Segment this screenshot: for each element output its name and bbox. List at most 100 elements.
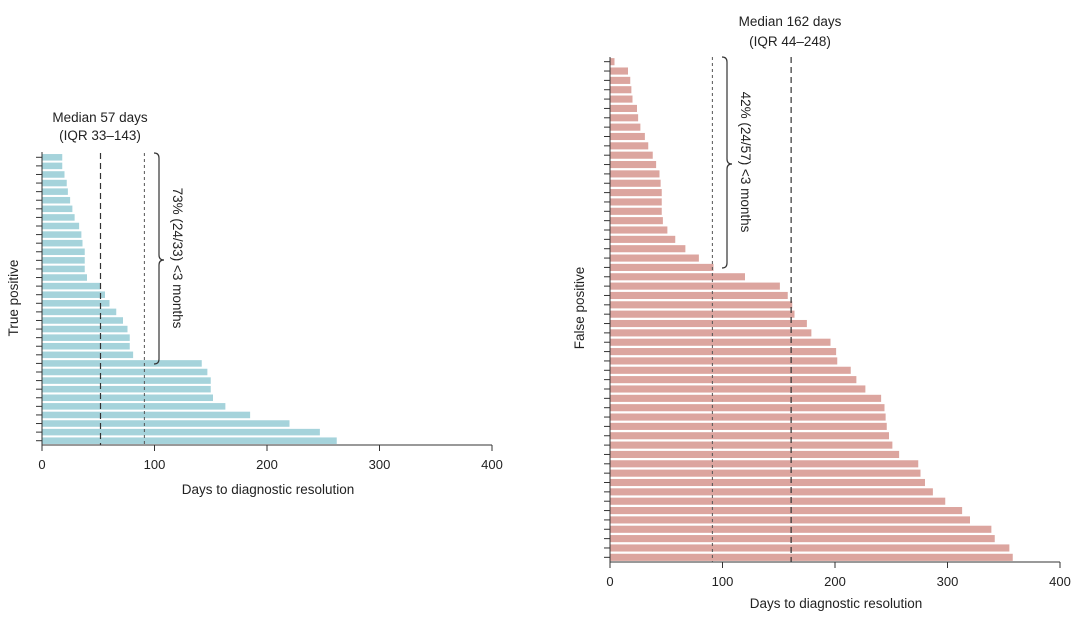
false-positive-y-ticks [604,61,610,558]
false-positive-bar [610,142,649,150]
false-positive-bar [610,86,632,94]
false-positive-bar [610,67,628,75]
false-positive-bar [610,357,838,365]
true-positive-bar [42,360,202,367]
true-positive-x-tick-label: 100 [144,457,166,472]
false-positive-bar [610,151,653,159]
true-positive-bar [42,205,73,213]
true-positive-x-tick-label: 200 [256,457,278,472]
false-positive-bar [610,198,662,206]
true-positive-bars [42,154,337,444]
true-positive-x-axis-title: Days to diagnostic resolution [182,482,355,497]
true-positive-bar [42,317,123,324]
false-positive-bars [610,58,1013,561]
true-positive-x-ticks: 0 100 200 300 400 [38,445,503,472]
true-positive-bar [42,403,226,410]
true-positive-bar [42,334,130,341]
true-positive-bar [42,420,290,427]
false-positive-bar [610,207,662,215]
false-positive-y-axis-title: False positive [572,267,587,350]
false-positive-x-tick-label: 100 [712,574,734,589]
false-positive-bar [610,58,615,66]
false-positive-panel: 0 100 200 300 400 Median 162 days (IQR 44–24… [572,14,1071,611]
true-positive-bar [42,428,320,436]
false-positive-bar [610,104,637,112]
true-positive-panel: 0 100 200 300 400 Median 57 days (IQR 33–143… [6,110,503,497]
false-positive-bar [610,432,889,440]
false-positive-bar [610,76,631,84]
true-positive-iqr-label: (IQR 33–143) [59,128,141,143]
false-positive-bar [610,263,714,271]
true-positive-bar [42,411,251,419]
true-positive-y-ticks [36,156,42,442]
false-positive-bar [610,441,893,449]
true-positive-bar [42,222,80,230]
false-positive-bracket [721,56,733,269]
true-positive-bar [42,325,128,333]
true-positive-median-label: Median 57 days [52,110,148,125]
true-positive-bar [42,394,213,402]
false-positive-bar [610,235,676,243]
false-positive-bar [610,525,992,533]
false-positive-bar [610,488,933,496]
true-positive-bar [42,214,75,221]
true-positive-bar [42,188,68,195]
true-positive-y-axis-title: True positive [6,260,21,337]
false-positive-x-axis-title: Days to diagnostic resolution [750,596,923,611]
false-positive-bar [610,123,641,131]
false-positive-x-tick-label: 400 [1049,574,1071,589]
false-positive-median-label: Median 162 days [739,14,842,29]
true-positive-bar [42,300,110,307]
true-positive-bar [42,196,71,204]
false-positive-bar [610,179,661,187]
true-positive-bar [42,437,337,444]
false-positive-bar [610,170,660,178]
true-positive-bracket [153,152,165,365]
true-positive-bar [42,385,211,393]
true-positive-bar [42,282,101,290]
false-positive-x-ticks: 0 100 200 300 400 [606,562,1071,589]
false-positive-x-tick-label: 0 [606,574,613,589]
true-positive-bar [42,351,134,359]
false-positive-bar [610,254,699,262]
false-positive-bar [610,338,831,346]
false-positive-bar [610,507,963,515]
true-positive-bar [42,291,105,298]
false-positive-bar [610,273,745,281]
true-positive-bar [42,257,85,264]
false-positive-bar [610,544,1010,552]
false-positive-bracket-label: 42% (24/57) <3 months [738,92,753,233]
false-positive-bar [610,469,921,477]
true-positive-bar [42,239,83,247]
false-positive-bar [610,114,639,122]
true-positive-bar [42,231,82,238]
false-positive-bar [610,404,885,412]
false-positive-bar [610,160,657,169]
false-positive-bar [610,450,900,459]
false-positive-iqr-label: (IQR 44–248) [749,34,831,49]
false-positive-bar [610,394,882,402]
false-positive-bar [610,95,633,103]
false-positive-bar [610,291,788,300]
false-positive-bar [610,553,1013,561]
true-positive-bar [42,265,85,273]
false-positive-bar [610,535,995,543]
true-positive-bar [42,368,208,376]
false-positive-bar [610,422,887,430]
false-positive-bar [610,319,807,328]
false-positive-bar [610,413,886,421]
true-positive-bar [42,274,87,281]
true-positive-x-tick-label: 300 [369,457,391,472]
true-positive-bar [42,171,65,178]
false-positive-bar [610,348,837,356]
false-positive-bar [610,226,668,234]
false-positive-bar [610,329,812,337]
true-positive-x-tick-label: 400 [481,457,503,472]
false-positive-bar [610,301,793,309]
false-positive-bar [610,189,662,197]
false-positive-bar [610,478,925,487]
false-positive-bar [610,376,857,384]
false-positive-bar [610,132,645,141]
true-positive-bracket-label: 73% (24/33) <3 months [170,188,185,329]
